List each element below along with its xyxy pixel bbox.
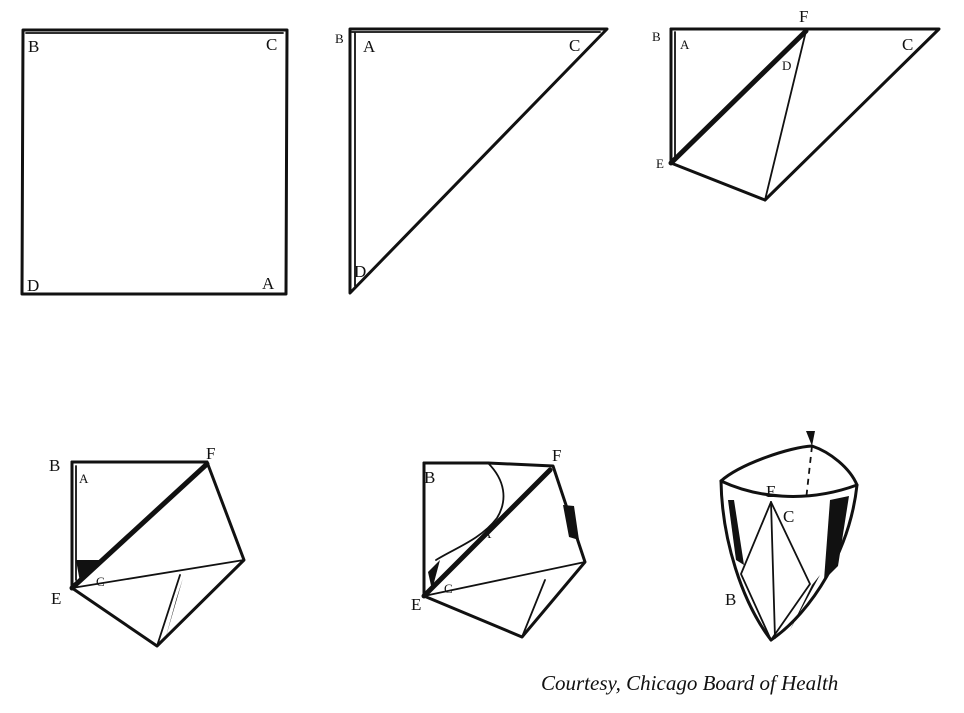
step-2-triangle: B A C D xyxy=(335,27,609,295)
label-b: B xyxy=(335,31,344,46)
label-c: C xyxy=(266,35,277,54)
label-a: A xyxy=(482,526,492,541)
step-6-cup: E C B xyxy=(719,431,859,642)
label-b: B xyxy=(424,468,435,487)
step-3-first-fold: B A F C D E xyxy=(652,7,941,202)
label-d: D xyxy=(27,276,39,295)
label-a: A xyxy=(262,274,275,293)
label-b: B xyxy=(725,590,736,609)
label-b: B xyxy=(28,37,39,56)
label-c: C xyxy=(783,507,794,526)
step-5-tucked: B F A E C xyxy=(411,446,587,639)
credit-caption: Courtesy, Chicago Board of Health xyxy=(541,671,838,695)
label-c: C xyxy=(902,35,913,54)
label-c: C xyxy=(96,574,105,589)
label-e: E xyxy=(51,589,61,608)
label-d: D xyxy=(782,58,791,73)
label-a: A xyxy=(680,37,690,52)
label-d: D xyxy=(354,262,366,281)
label-c: C xyxy=(444,581,453,596)
label-e: E xyxy=(766,482,776,501)
label-e: E xyxy=(411,595,421,614)
label-c: C xyxy=(569,36,580,55)
label-b: B xyxy=(49,456,60,475)
step-4-second-fold: B A F E C xyxy=(49,444,246,648)
step-1-square: B C D A xyxy=(20,28,289,296)
label-f: F xyxy=(799,7,808,26)
label-e: E xyxy=(656,156,664,171)
label-f: F xyxy=(552,446,561,465)
label-f: F xyxy=(206,444,215,463)
label-a: A xyxy=(79,471,89,486)
label-a: A xyxy=(363,37,376,56)
label-b: B xyxy=(652,29,661,44)
